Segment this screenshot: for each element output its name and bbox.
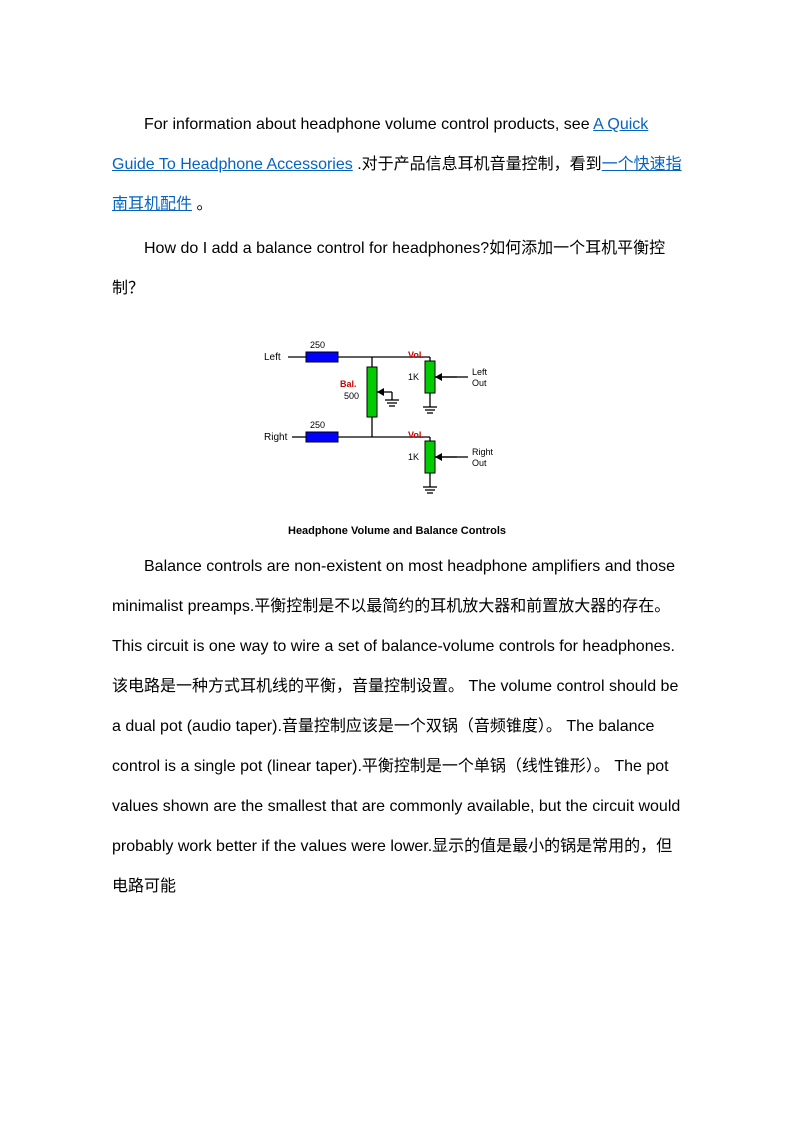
text-fragment: For information about headphone volume c… xyxy=(144,116,593,133)
svg-text:1K: 1K xyxy=(408,452,419,462)
svg-text:250: 250 xyxy=(310,340,325,350)
diagram-caption: Headphone Volume and Balance Controls xyxy=(288,525,506,537)
svg-text:Out: Out xyxy=(472,378,487,388)
text-fragment: .对于产品信息耳机音量控制，看到 xyxy=(353,156,602,173)
svg-text:Left: Left xyxy=(472,367,488,377)
svg-text:Out: Out xyxy=(472,458,487,468)
svg-text:Left: Left xyxy=(264,352,281,363)
svg-text:500: 500 xyxy=(344,391,359,401)
svg-text:Bal.: Bal. xyxy=(340,379,357,389)
paragraph-info: For information about headphone volume c… xyxy=(112,105,682,225)
svg-text:Vol.: Vol. xyxy=(408,350,424,360)
paragraph-question: How do I add a balance control for headp… xyxy=(112,229,682,309)
circuit-svg: LeftRight250250Bal.500LeftOutVol.1KRight… xyxy=(262,327,532,517)
paragraph-body: Balance controls are non-existent on mos… xyxy=(112,547,682,907)
circuit-diagram: LeftRight250250Bal.500LeftOutVol.1KRight… xyxy=(112,327,682,537)
svg-text:250: 250 xyxy=(310,420,325,430)
svg-text:Right: Right xyxy=(264,432,288,443)
text-fragment: 。 xyxy=(192,196,212,213)
svg-text:Right: Right xyxy=(472,447,494,457)
page-body: For information about headphone volume c… xyxy=(0,0,794,907)
svg-text:Vol.: Vol. xyxy=(408,430,424,440)
svg-text:1K: 1K xyxy=(408,372,419,382)
